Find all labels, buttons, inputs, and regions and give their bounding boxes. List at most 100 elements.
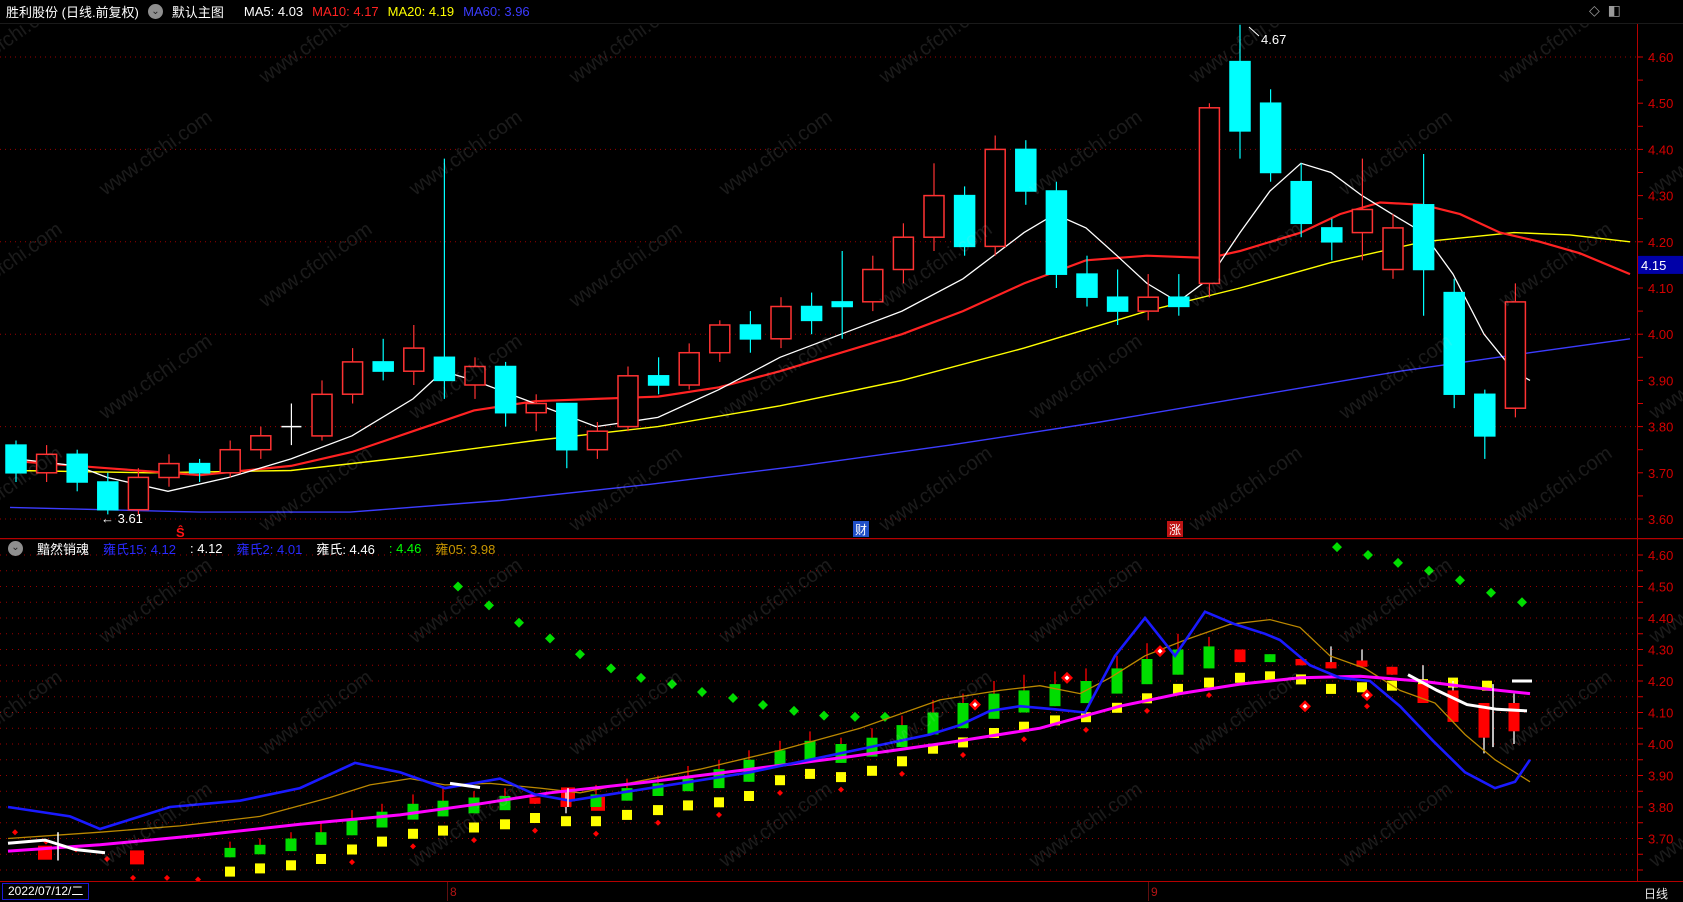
candle-body (1504, 301, 1527, 409)
month-tick (1148, 882, 1149, 901)
signal-marker: 财 (855, 523, 867, 537)
chevron-down-icon[interactable]: ⌄ (147, 4, 163, 19)
candle-body (1229, 60, 1251, 132)
candle-body (678, 351, 700, 386)
red-dot (1364, 703, 1370, 710)
red-dot (1021, 736, 1027, 743)
yellow-square (591, 816, 601, 827)
price-axis-label: 4.20 (1648, 235, 1673, 250)
candle-body (311, 393, 333, 437)
indicator-bar (1356, 660, 1368, 667)
indicator-chart[interactable]: 4.60 4.50 4.40 4.30 4.20 4.10 4.00 3.90 3.80 3.70 (0, 538, 1683, 881)
yellow-square (469, 822, 479, 833)
yellow-square (316, 854, 326, 864)
indicator-value-4: 雍氏: 4.46 (316, 541, 375, 557)
yellow-square (867, 765, 877, 776)
candle-body (35, 453, 58, 474)
yellow-square (255, 863, 265, 874)
indicator-bar (1141, 659, 1153, 685)
candle-body (188, 462, 211, 474)
candle-body (1321, 227, 1343, 243)
price-axis-label: 3.90 (1648, 769, 1673, 784)
yellow-square (683, 800, 693, 811)
diamond-icon[interactable]: ◇ (1589, 2, 1600, 18)
green-diamond (606, 663, 616, 674)
candle-body (525, 402, 547, 414)
indicator-bar (621, 788, 633, 801)
yellow-square (805, 768, 815, 779)
signal-diamond-center (1364, 692, 1370, 698)
header-toolbar: ◇ ◧ (1589, 2, 1621, 19)
green-diamond (1332, 542, 1342, 553)
indicator-bar (1417, 684, 1429, 703)
indicator-bar (1447, 690, 1459, 722)
yellow-square (1326, 683, 1336, 694)
yellow-square (1173, 683, 1183, 694)
red-dot (349, 859, 355, 866)
green-diamond (789, 705, 799, 716)
ma10-line (15, 201, 1631, 477)
yellow-square (347, 844, 357, 855)
yellow-square (1081, 712, 1091, 723)
signal-marker: Ŝ (176, 525, 185, 538)
price-axis-label: 4.60 (1648, 548, 1673, 563)
indicator-bar (376, 811, 388, 828)
red-dot (960, 752, 966, 759)
indicator-bar (1049, 684, 1061, 707)
green-diamond (819, 710, 829, 721)
yellow-square (377, 836, 387, 847)
current-price-text: 4.15 (1641, 258, 1666, 273)
main-layout-label[interactable]: 默认主图 (171, 5, 224, 20)
green-diamond (1424, 565, 1434, 576)
green-diamond (850, 711, 860, 722)
yellow-square (1142, 693, 1152, 704)
candle-body (97, 481, 119, 511)
candle-body (831, 301, 853, 308)
indicator-bar (224, 847, 236, 858)
green-diamond (1363, 550, 1373, 560)
main-candlestick-chart[interactable]: 4.60 4.50 4.40 4.30 4.20 4.10 4.00 3.90 3.80 3.70… (0, 24, 1683, 538)
indicator-value-6: 雍05: 3.98 (435, 541, 496, 557)
red-dot (471, 837, 477, 844)
indicator-name[interactable]: 黯然销魂 (37, 541, 90, 557)
yellow-square (1265, 671, 1275, 682)
candle-body (586, 430, 609, 451)
signal-diamond-center (972, 702, 978, 708)
yellow-square (836, 772, 846, 783)
yellow-square (561, 816, 571, 827)
yellow-square (622, 809, 632, 820)
green-diamond (514, 617, 524, 628)
candle-body (1045, 190, 1068, 275)
green-diamond (575, 649, 585, 660)
candle-body (1137, 296, 1159, 312)
date-label[interactable]: 2022/07/12/二 (2, 883, 90, 900)
yellow-square (1019, 721, 1029, 732)
price-annotation: 4.67 (1261, 32, 1286, 47)
candle-body (1290, 180, 1312, 225)
candle-body (5, 444, 27, 474)
candle-body (1015, 148, 1037, 192)
red-dot (164, 874, 170, 881)
indicator-header: ⌄ 黯然销魂 雍氏15: 4.12 : 4.12 雍氏2: 4.01 雍氏: 4… (0, 539, 495, 557)
indicator-bar (254, 844, 266, 855)
indicator-bar (529, 797, 541, 804)
red-dot (838, 786, 844, 793)
olive-line (7, 618, 1531, 840)
red-dot (130, 874, 136, 881)
signal-diamond-center (1064, 675, 1070, 681)
signal-diamond-center (1157, 648, 1163, 654)
chevron-down-icon[interactable]: ⌄ (8, 540, 23, 556)
yellow-square (530, 813, 540, 823)
candle-body (341, 361, 364, 395)
candle-body (433, 356, 456, 382)
price-axis-label: 4.00 (1648, 327, 1673, 342)
indicator-bar (315, 832, 327, 845)
ma20-legend: MA20: 4.19 (387, 4, 455, 19)
price-axis-label: 4.10 (1648, 281, 1673, 296)
period-label[interactable]: 日线 (1644, 887, 1669, 901)
price-annotation: ← 3.61 (101, 511, 143, 526)
indicator-bar (896, 725, 908, 748)
red-dot (104, 855, 110, 862)
white-line (7, 838, 106, 855)
split-panel-icon[interactable]: ◧ (1607, 2, 1622, 18)
